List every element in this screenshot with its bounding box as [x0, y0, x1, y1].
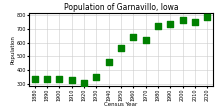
Point — [70, 79, 73, 81]
Y-axis label: Population: Population — [10, 35, 15, 64]
Point — [169, 24, 172, 25]
Point — [95, 77, 98, 78]
Point — [144, 39, 147, 41]
Point — [33, 78, 37, 80]
Point — [193, 21, 197, 22]
Point — [156, 25, 160, 27]
Point — [58, 78, 61, 80]
Point — [82, 82, 86, 84]
X-axis label: Census Year: Census Year — [104, 103, 138, 107]
Point — [132, 36, 135, 38]
Title: Population of Garnavillo, Iowa: Population of Garnavillo, Iowa — [64, 3, 178, 12]
Point — [119, 47, 123, 49]
Point — [107, 61, 110, 63]
Point — [205, 16, 209, 18]
Point — [45, 78, 49, 80]
Point — [181, 19, 184, 21]
